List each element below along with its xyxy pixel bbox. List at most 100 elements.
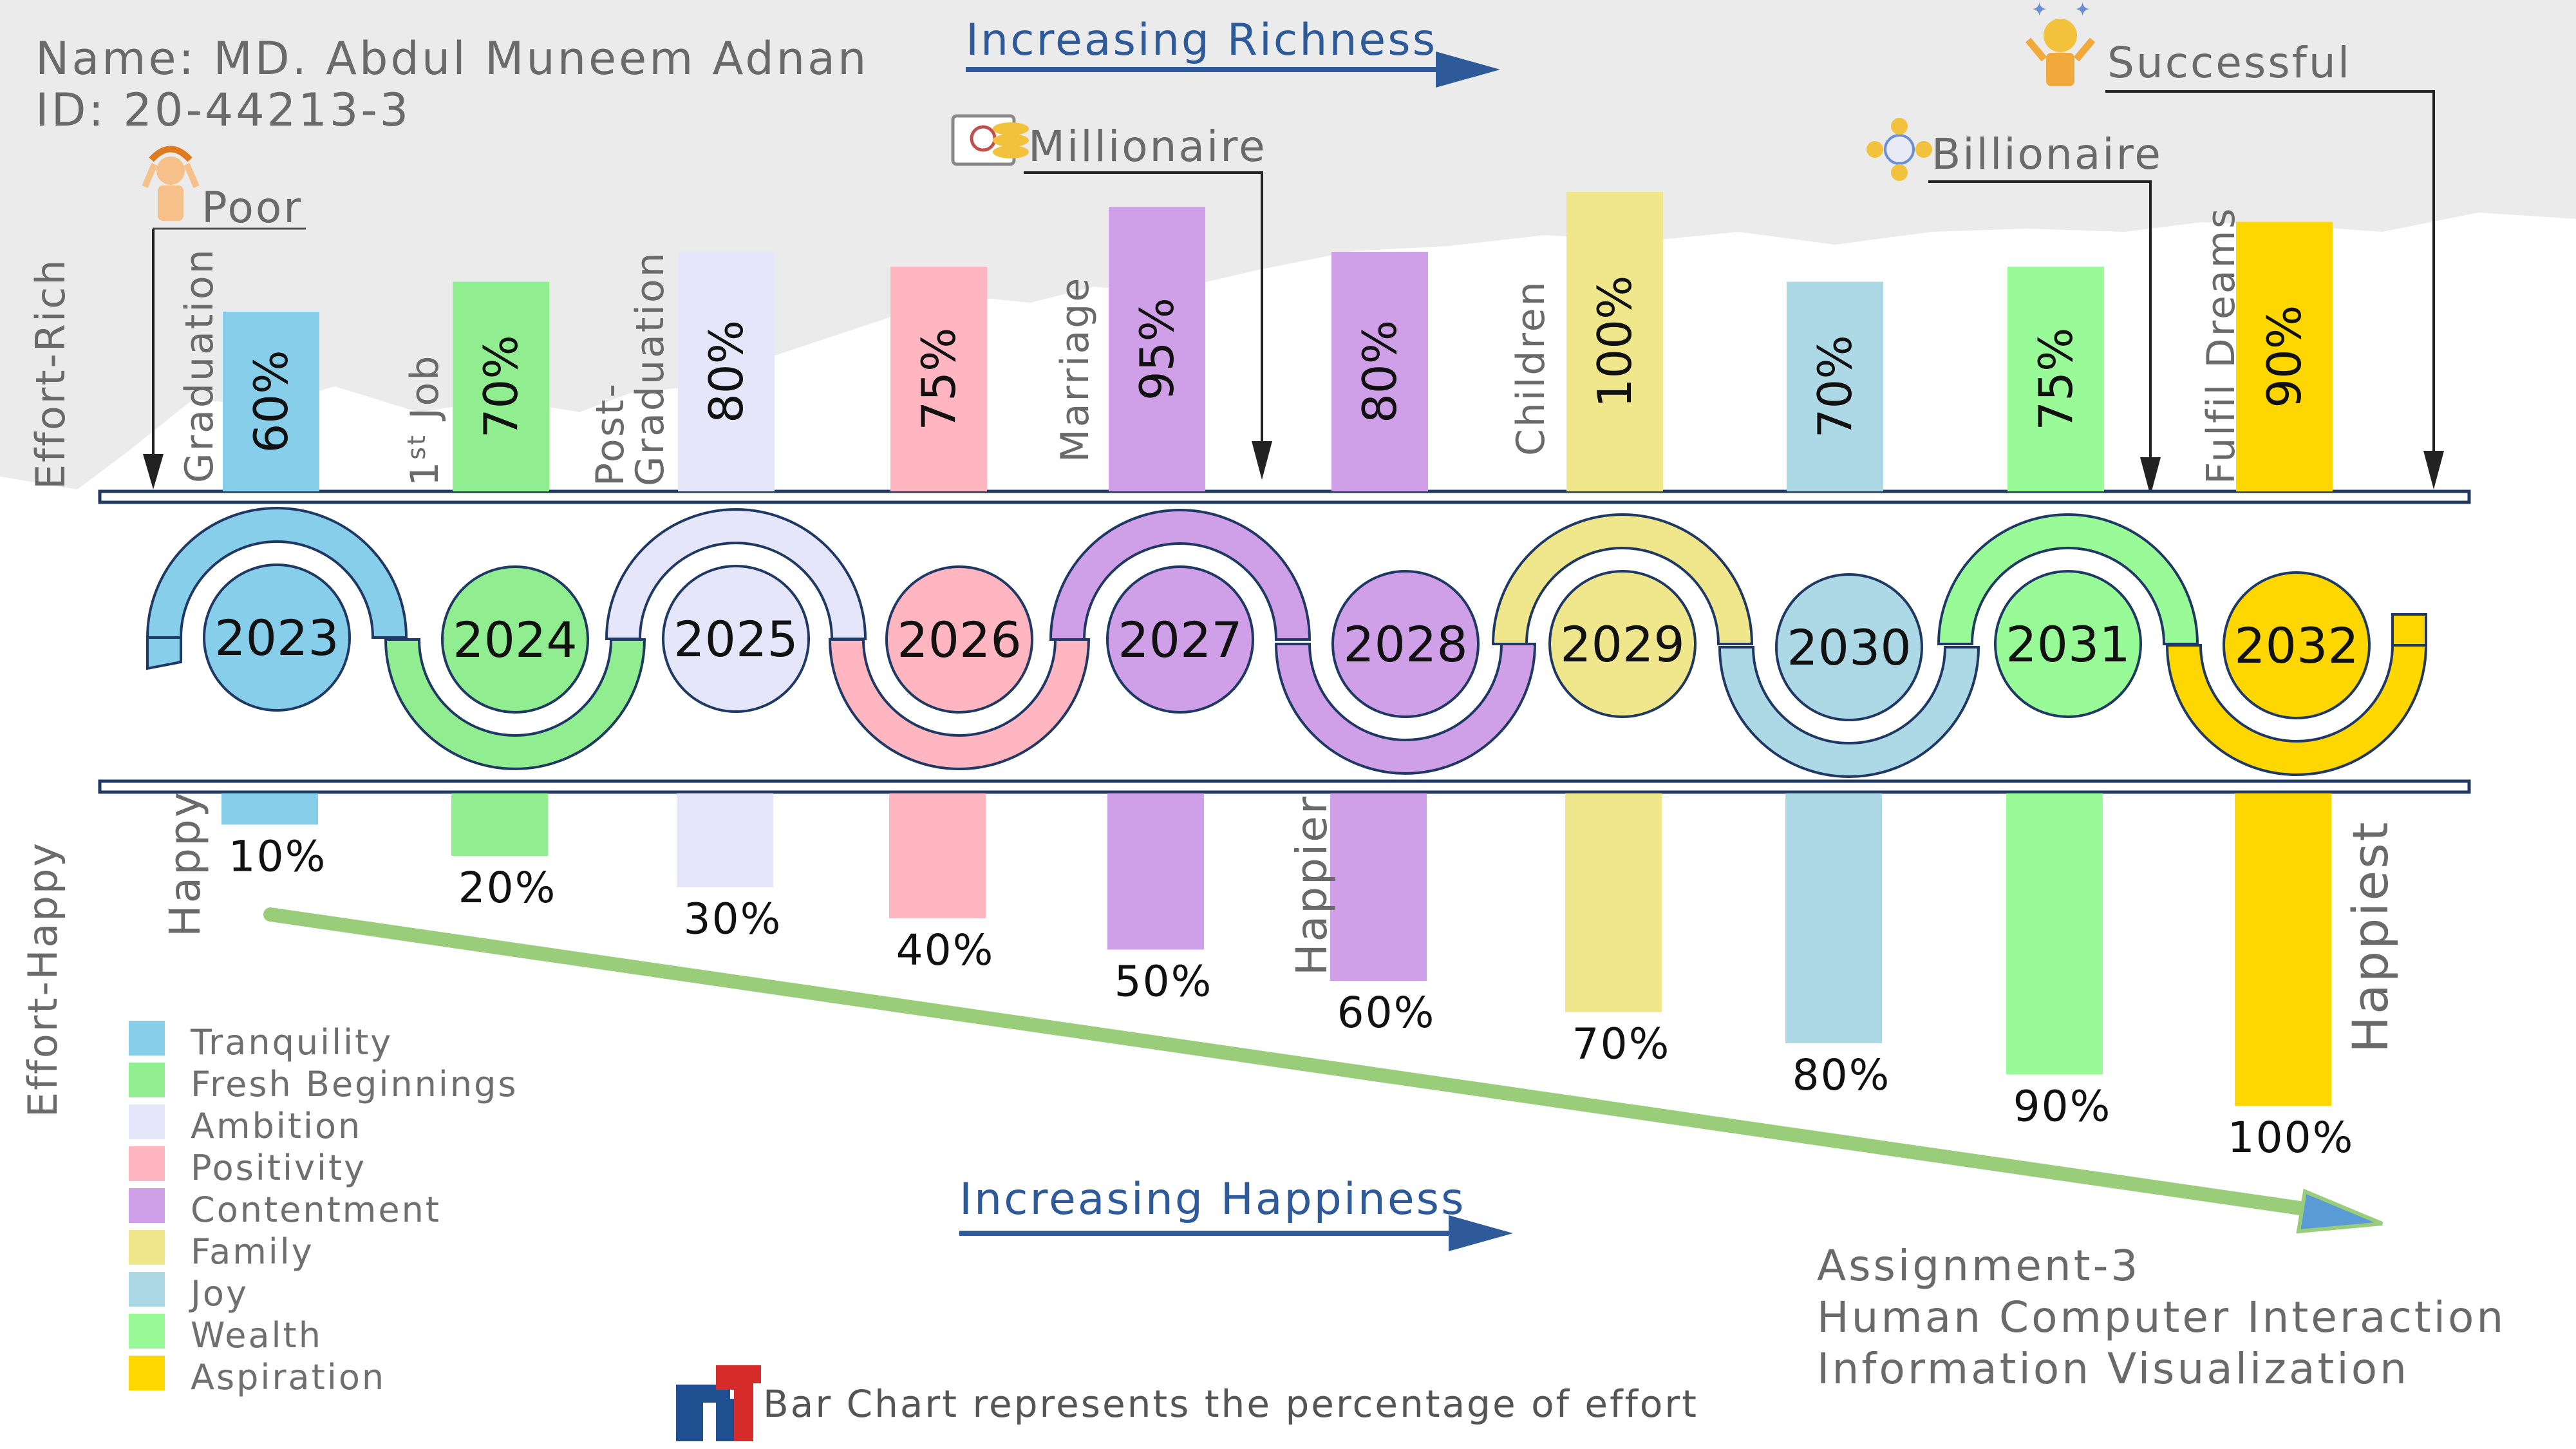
event-post-graduation: Post-Graduation <box>588 251 673 486</box>
rich-bar-2027 <box>1109 207 1205 491</box>
legend-label: Contentment <box>191 1189 441 1230</box>
happy-bar-2030 <box>1785 793 1882 1043</box>
rich-bar-2031 <box>2007 267 2104 491</box>
happy-bar-2032 <box>2235 793 2331 1106</box>
topic-label: Information Visualization <box>1817 1344 2409 1394</box>
year-label-2023: 2023 <box>214 609 339 667</box>
wave-segment-2031 <box>1937 513 2199 645</box>
legend-label: Tranquility <box>191 1022 393 1063</box>
student-id: ID: 20-44213-3 <box>35 84 411 137</box>
legend-label: Family <box>191 1231 314 1272</box>
milestone-billionaire: Billionaire <box>1932 129 2163 179</box>
happiness-arrow <box>959 1215 1513 1251</box>
year-label-2028: 2028 <box>1343 616 1467 673</box>
legend-label: Ambition <box>191 1106 362 1146</box>
legend-swatch <box>129 1146 165 1181</box>
happy-bar-2031 <box>2006 793 2103 1075</box>
happy-bar-label-2031: 90% <box>2013 1082 2112 1132</box>
wave-end-tail <box>2391 613 2427 647</box>
wave-segment-2027 <box>1049 509 1312 641</box>
happy-bar-label-2030: 80% <box>1792 1050 1891 1100</box>
rich-bar-label-2032: 90% <box>2257 305 2311 408</box>
year-nodes: 2023 2024 2025 2026 2027 2028 2029 2030 2031 2032 <box>203 564 2371 721</box>
rich-bar-label-2025: 80% <box>699 320 753 423</box>
rich-bar-label-2029: 100% <box>1588 276 1642 408</box>
year-label-2030: 2030 <box>1787 619 1911 676</box>
legend-swatch <box>129 1063 165 1097</box>
happy-bar-2026 <box>889 793 986 918</box>
wave-segment-2025 <box>605 508 867 640</box>
effort-rich-bars: 60% 70% 80% 75% 95% 80% 100% 70% 75% 90% <box>223 192 2333 491</box>
year-label-2031: 2031 <box>2006 616 2130 673</box>
happy-bar-label-2027: 50% <box>1114 957 1213 1007</box>
legend-swatch <box>129 1104 165 1139</box>
wave-segment-2032 <box>2165 644 2428 776</box>
year-label-2024: 2024 <box>453 611 577 668</box>
successful-pointer <box>2105 90 2444 489</box>
happy-bar-2029 <box>1565 793 1662 1012</box>
year-node-2026 <box>885 565 1033 714</box>
wave-segment-2028 <box>1274 643 1537 775</box>
rich-bar-2024 <box>453 281 549 491</box>
svg-text:✦: ✦ <box>2074 0 2091 21</box>
poor-pointer <box>143 229 164 489</box>
year-node-2030 <box>1775 573 1923 721</box>
happy-bar-2028 <box>1330 793 1427 981</box>
lower-timeline-rail <box>98 779 2471 794</box>
year-label-2026: 2026 <box>897 611 1021 668</box>
legend-label: Fresh Beginnings <box>191 1064 518 1104</box>
richness-arrow <box>966 52 1500 88</box>
effort-happy-bars: 10% 20% 30% 40% 50% 60% 70% 80% 90% 100% <box>221 793 2355 1162</box>
year-label-2025: 2025 <box>673 611 798 668</box>
happy-bar-2027 <box>1107 793 1204 950</box>
rich-bar-2029 <box>1566 192 1663 491</box>
legend-swatch <box>129 1021 165 1056</box>
rich-bar-2028 <box>1331 252 1428 491</box>
rich-bar-2030 <box>1787 281 1883 491</box>
milestone-millionaire: Millionaire <box>1028 122 1267 171</box>
legend-swatch <box>129 1272 165 1307</box>
poor-icon <box>142 146 200 221</box>
milestone-successful: Successful <box>2107 38 2351 88</box>
rich-bar-2023 <box>223 312 319 491</box>
milestone-poor: Poor <box>202 183 303 232</box>
richness-arrow-label: Increasing Richness <box>966 15 1437 66</box>
happiness-trend-arrow <box>263 907 2383 1234</box>
money-network-icon <box>1866 118 1932 181</box>
happy-label-happiest: Happiest <box>2342 820 2399 1053</box>
year-node-2023 <box>203 564 351 712</box>
legend-swatch <box>129 1356 165 1390</box>
brand-logo-icon <box>676 1365 761 1441</box>
rich-bar-label-2031: 75% <box>2029 328 2083 431</box>
millionaire-pointer <box>1024 171 1272 480</box>
timeline-wave <box>146 507 2428 778</box>
rich-bar-label-2027: 95% <box>1130 298 1184 401</box>
event-children: Children <box>1509 279 1554 456</box>
effort-happy-label: Effort-Happy <box>19 841 66 1117</box>
year-label-2027: 2027 <box>1118 611 1242 668</box>
happy-bar-label-2025: 30% <box>684 895 782 944</box>
wave-segment-2030 <box>1718 646 1980 778</box>
rich-bar-label-2026: 75% <box>912 328 966 431</box>
happy-label-happy: Happy <box>160 790 210 937</box>
happy-bar-2024 <box>451 793 548 856</box>
happy-bar-label-2032: 100% <box>2228 1113 2355 1162</box>
background-band <box>0 0 2576 489</box>
wave-segment-2026 <box>828 638 1091 770</box>
legend-label: Positivity <box>191 1148 367 1188</box>
event-first-job: 1st Job <box>402 354 447 486</box>
happy-bar-label-2024: 20% <box>458 863 557 913</box>
legend-swatch <box>129 1314 165 1349</box>
happy-bar-label-2026: 40% <box>896 925 995 975</box>
rich-bar-2032 <box>2236 222 2333 491</box>
wave-segment-2029 <box>1491 513 1754 645</box>
rich-bar-2025 <box>678 252 775 491</box>
legend-label: Wealth <box>191 1315 323 1356</box>
certificate-coins-icon <box>951 114 1029 166</box>
svg-text:✦: ✦ <box>2031 0 2047 21</box>
year-node-2024 <box>441 565 589 714</box>
billionaire-pointer <box>1928 180 2161 496</box>
year-label-2032: 2032 <box>2234 617 2358 674</box>
wave-segment-2024 <box>384 638 646 770</box>
